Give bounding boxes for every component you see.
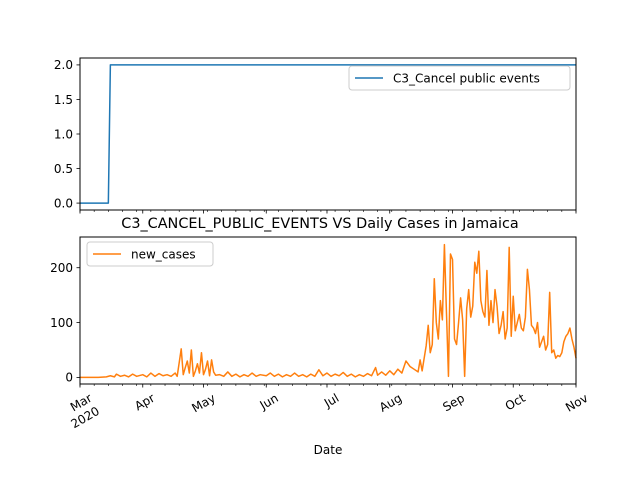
bottom-legend-label: new_cases: [131, 248, 196, 262]
bottom-series-lines: [80, 243, 577, 379]
bottom-axes-frame: [79, 236, 577, 385]
bottom-subplot: C3_CANCEL_PUBLIC_EVENTS VS Daily Cases i…: [50, 216, 590, 457]
bottom-y-ticks: 0 100 200: [50, 261, 80, 385]
top-y-tick-label: 0.5: [54, 162, 73, 176]
bottom-x-tick-label: Jul: [321, 391, 341, 411]
top-series-line-0: [80, 64, 576, 204]
bottom-y-tick-label: 0: [65, 371, 73, 385]
top-series-lines: [80, 64, 576, 204]
bottom-series-line-0: [80, 243, 577, 379]
bottom-y-tick-label: 100: [50, 316, 73, 330]
top-x-ticks: [79, 210, 577, 214]
top-legend-box: [348, 65, 571, 91]
bottom-legend-box: [86, 241, 214, 267]
top-y-tick-label: 1.5: [54, 93, 73, 107]
top-legend-label: C3_Cancel public events: [393, 72, 540, 86]
bottom-legend: new_cases: [86, 241, 214, 267]
top-y-tick-label: 2.0: [54, 58, 73, 72]
bottom-x-axis-label: Date: [314, 443, 343, 457]
top-y-tick-label: 1.0: [54, 127, 73, 141]
top-legend: C3_Cancel public events: [348, 65, 571, 91]
top-y-tick-label: 0.0: [54, 196, 73, 210]
bottom-y-tick-label: 200: [50, 261, 73, 275]
top-y-ticks: 0.0 0.5 1.0 1.5 2.0: [54, 58, 80, 210]
top-subplot: 0.0 0.5 1.0 1.5 2.0 C3_Cancel public events: [54, 57, 577, 214]
bottom-chart-title: C3_CANCEL_PUBLIC_EVENTS VS Daily Cases i…: [121, 216, 518, 232]
